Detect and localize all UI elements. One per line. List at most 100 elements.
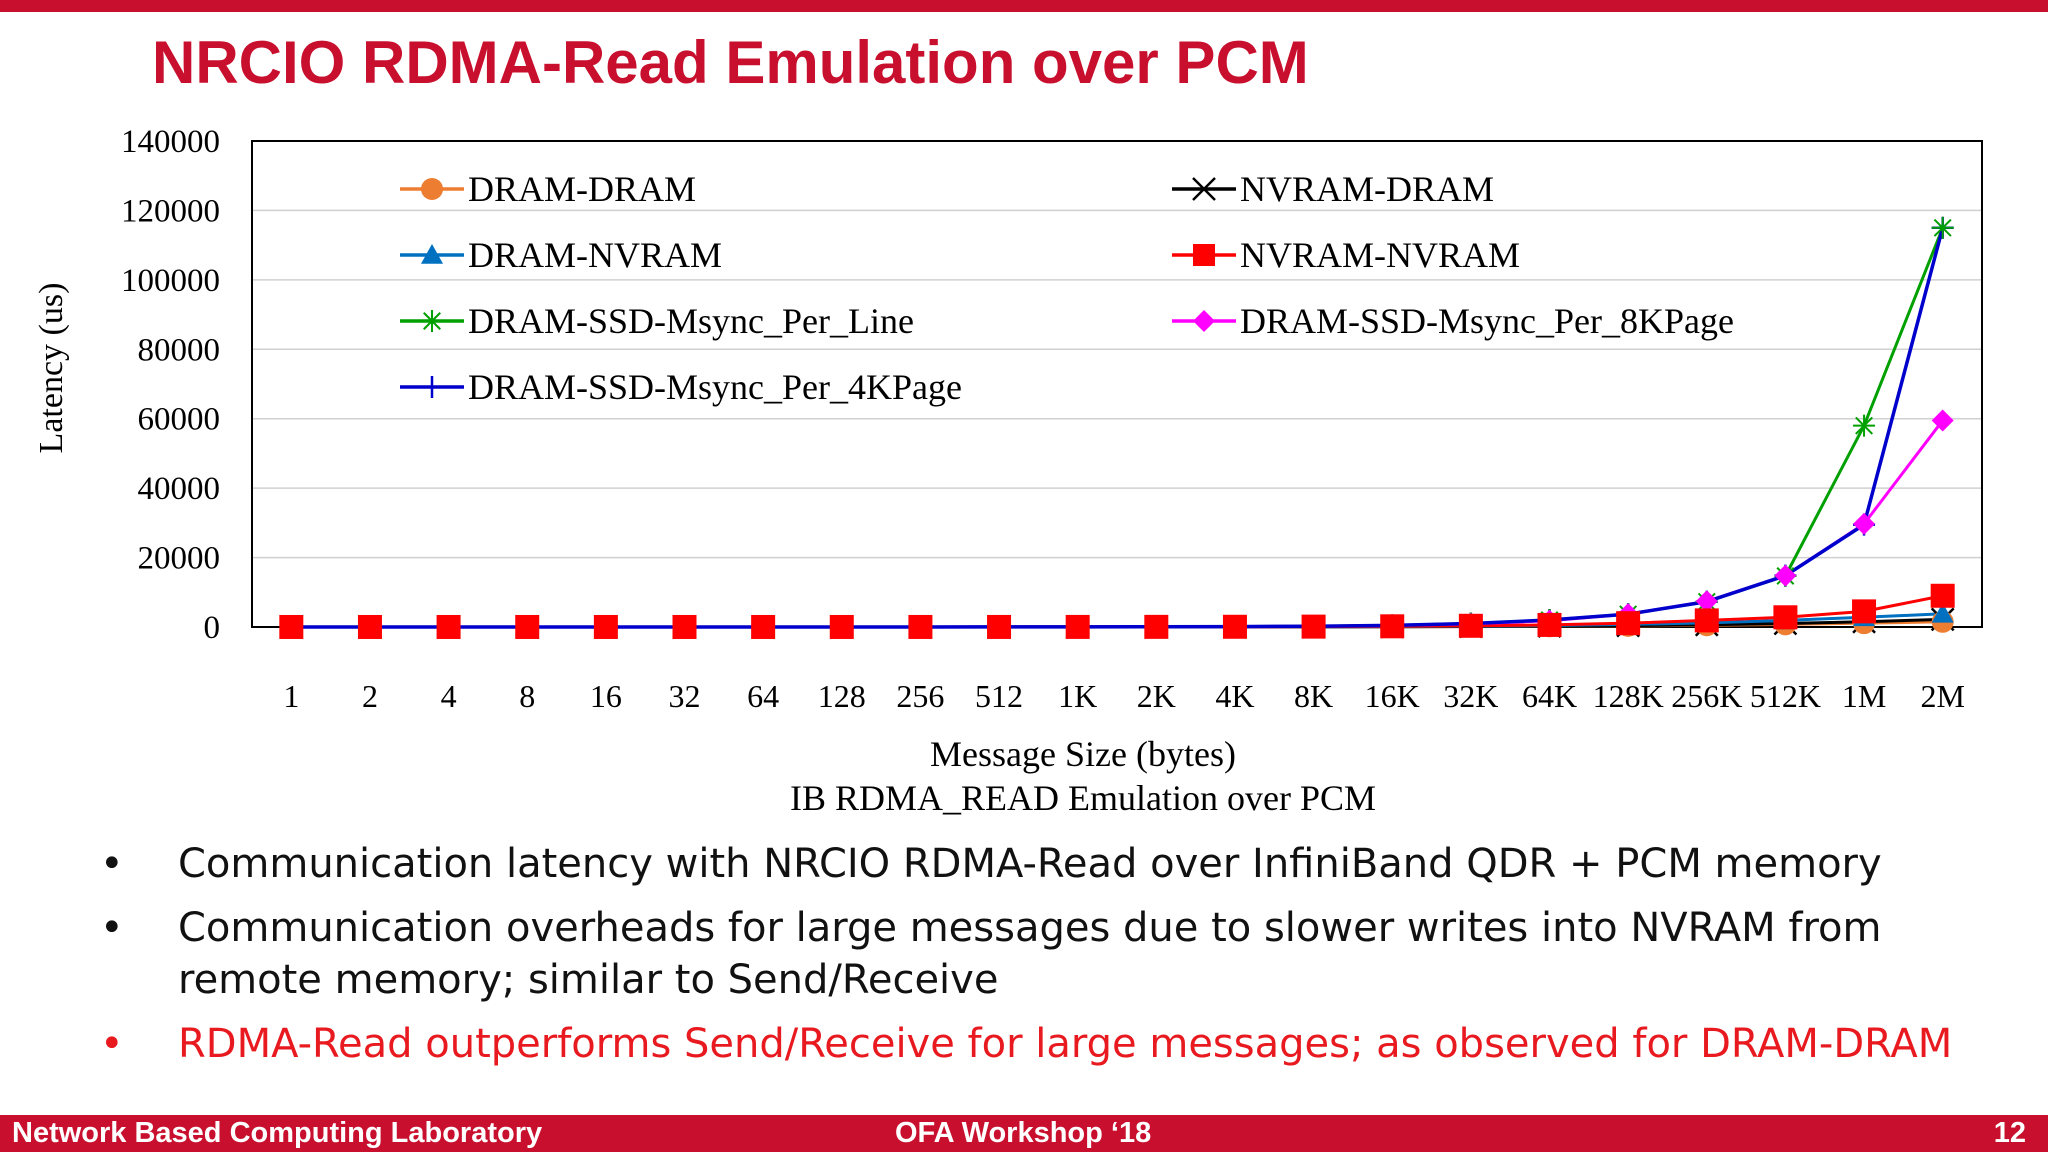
bullet-text: RDMA-Read outperforms Send/Receive for l… — [178, 1021, 1953, 1067]
y-tick-label: 120000 — [121, 193, 220, 229]
data-point — [1222, 614, 1247, 639]
data-point — [279, 614, 304, 639]
data-point-square — [1193, 244, 1215, 266]
data-point — [1458, 613, 1483, 638]
data-point-x — [1192, 177, 1216, 201]
x-tick-label: 8K — [1294, 678, 1333, 714]
data-point — [672, 614, 697, 639]
data-point — [593, 614, 618, 639]
y-axis-title: Latency (us) — [33, 283, 70, 454]
legend-item: NVRAM-DRAM — [1172, 169, 1494, 209]
footer-page-number: 12 — [1993, 1117, 2026, 1149]
x-tick-label: 512 — [975, 678, 1023, 714]
data-point — [1773, 605, 1798, 630]
legend-label: DRAM-SSD-Msync_Per_Line — [468, 301, 914, 341]
x-tick-label: 8 — [519, 678, 535, 714]
bullet-marker: • — [100, 841, 124, 887]
x-tick-label: 128K — [1593, 678, 1664, 714]
chart-subtitle: IB RDMA_READ Emulation over PCM — [790, 778, 1376, 818]
slide-title: NRCIO RDMA-Read Emulation over PCM — [152, 29, 1309, 96]
data-point — [357, 614, 382, 639]
legend-item: NVRAM-NVRAM — [1172, 235, 1520, 275]
legend-item: DRAM-SSD-Msync_Per_4KPage — [400, 367, 962, 407]
footer-event: OFA Workshop ‘18 — [895, 1117, 1152, 1149]
x-tick-label: 2K — [1137, 678, 1176, 714]
bullet-marker: • — [100, 905, 124, 951]
data-point — [436, 614, 461, 639]
x-axis-title: Message Size (bytes) — [930, 734, 1236, 774]
data-point — [1301, 614, 1326, 639]
data-point-diamond — [1193, 310, 1215, 332]
series-markers — [279, 216, 1955, 639]
data-point — [1931, 602, 1954, 623]
data-point — [1853, 512, 1876, 535]
data-point — [1694, 608, 1719, 633]
x-tick-label: 32 — [669, 678, 701, 714]
x-tick-label: 16 — [590, 678, 622, 714]
series-line-DRAM-SSD-Msync_Per_4KPage — [291, 227, 1945, 629]
top-accent-bar — [0, 0, 2048, 12]
legend-item: DRAM-SSD-Msync_Per_Line — [400, 301, 914, 341]
y-tick-label: 20000 — [138, 541, 221, 577]
series-line-DRAM-SSD-Msync_Per_Line — [291, 227, 1945, 629]
legend-label: DRAM-DRAM — [468, 169, 696, 209]
data-point — [829, 614, 854, 639]
gridlines — [252, 209, 1982, 559]
data-point — [908, 614, 933, 639]
data-point — [1065, 614, 1090, 639]
bullet-list: • Communication latency with NRCIO RDMA-R… — [100, 838, 2000, 1082]
data-point — [1931, 216, 1954, 239]
legend-label: DRAM-NVRAM — [468, 235, 722, 275]
legend-item: DRAM-NVRAM — [400, 235, 722, 275]
data-point — [1774, 564, 1797, 587]
bullet-item-overheads: • Communication overheads for large messa… — [100, 902, 2000, 1006]
data-point — [1931, 409, 1954, 432]
data-point — [1616, 611, 1641, 636]
x-tick-label: 64K — [1522, 678, 1577, 714]
footer-bar: Network Based Computing Laboratory OFA W… — [0, 1115, 2048, 1152]
y-tick-label: 140000 — [121, 124, 220, 160]
x-tick-label: 1 — [283, 678, 299, 714]
bullet-item-rdma-read: • RDMA-Read outperforms Send/Receive for … — [100, 1018, 2000, 1070]
legend-item: DRAM-DRAM — [400, 169, 696, 209]
x-tick-label: 256 — [896, 678, 944, 714]
data-point — [987, 614, 1012, 639]
bullet-text: Communication overheads for large messag… — [178, 905, 1882, 1003]
data-point — [1537, 612, 1562, 637]
y-tick-label: 0 — [204, 610, 221, 646]
x-tick-label: 4 — [441, 678, 457, 714]
data-point — [1380, 614, 1405, 639]
x-tick-label: 1M — [1842, 678, 1886, 714]
legend-label: NVRAM-DRAM — [1240, 169, 1494, 209]
y-axis-ticks: 0 20000 40000 60000 80000 100000 120000 140000 — [121, 124, 220, 646]
y-tick-label: 80000 — [138, 332, 221, 368]
series-lines — [291, 227, 1945, 629]
legend-label: DRAM-SSD-Msync_Per_8KPage — [1240, 301, 1734, 341]
data-point-circle — [421, 178, 443, 200]
x-tick-label: 2M — [1920, 678, 1964, 714]
data-point — [1853, 414, 1876, 437]
bullet-marker: • — [100, 1021, 124, 1067]
x-tick-label: 512K — [1750, 678, 1821, 714]
chart-legend: DRAM-DRAM NVRAM-DRAM DRAM-NVRAM NVRAM-NVRAM… — [400, 169, 1734, 407]
x-tick-label: 1K — [1058, 678, 1097, 714]
x-tick-label: 32K — [1443, 678, 1498, 714]
legend-label: NVRAM-NVRAM — [1240, 235, 1520, 275]
x-tick-label: 128 — [818, 678, 866, 714]
legend-label: DRAM-SSD-Msync_Per_4KPage — [468, 367, 962, 407]
data-point — [751, 614, 776, 639]
x-tick-label: 64 — [747, 678, 779, 714]
data-point-asterisk — [421, 310, 443, 332]
data-point — [1695, 590, 1718, 613]
x-tick-label: 16K — [1365, 678, 1420, 714]
series-line-DRAM-SSD-Msync_Per_8KPage — [291, 419, 1944, 629]
x-tick-label: 256K — [1671, 678, 1742, 714]
data-point — [1144, 614, 1169, 639]
footer-lab-name: Network Based Computing Laboratory — [12, 1117, 543, 1149]
data-point-plus — [421, 376, 443, 398]
x-tick-label: 2 — [362, 678, 378, 714]
bullet-text: Communication latency with NRCIO RDMA-Re… — [178, 841, 1882, 887]
x-tick-label: 4K — [1215, 678, 1254, 714]
data-point — [1852, 599, 1877, 624]
bullet-item-latency: • Communication latency with NRCIO RDMA-R… — [100, 838, 2000, 890]
